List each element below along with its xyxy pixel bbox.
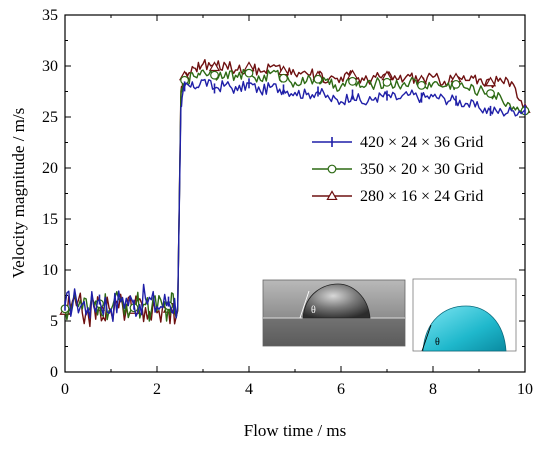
droplet-shape [302, 283, 371, 319]
x-tick-label: 0 [61, 381, 69, 398]
y-axis: 0 5 10 15 20 25 30 35 [42, 7, 525, 381]
sim-contact-angle-tangent [421, 324, 432, 352]
simulated-droplet-shape [422, 305, 507, 352]
series-line [64, 78, 526, 322]
data-point [244, 68, 254, 78]
series-2 [60, 68, 530, 322]
legend-label: 420 × 24 × 36 Grid [360, 134, 483, 151]
data-point [484, 76, 497, 87]
legend-marker [326, 190, 338, 201]
y-tick-label: 0 [50, 364, 58, 381]
data-point [208, 61, 221, 72]
y-tick-label: 30 [42, 58, 58, 75]
series-line [64, 68, 526, 322]
legend-marker [327, 164, 337, 174]
data-point [382, 77, 392, 87]
droplet-photo-inset: θ [262, 279, 406, 347]
y-tick-label: 5 [50, 313, 58, 330]
data-point [313, 74, 323, 84]
x-tick-label: 2 [153, 381, 161, 398]
y-tick-label: 20 [42, 160, 58, 177]
legend: 420 × 24 × 36 Grid 350 × 20 × 30 Grid 280 … [312, 134, 483, 205]
y-axis-title: Velocity magnitude / m/s [9, 108, 28, 278]
y-tick-label: 35 [42, 7, 58, 24]
droplet-simulation-inset: θ [412, 278, 517, 352]
y-tick-label: 10 [42, 262, 58, 279]
data-point [451, 79, 461, 89]
y-tick-label: 15 [42, 211, 58, 228]
contact-angle-tangent [299, 290, 310, 319]
sim-theta-label: θ [435, 337, 440, 348]
legend-label: 350 × 20 × 30 Grid [360, 161, 483, 178]
y-tick-label: 25 [42, 109, 58, 126]
x-tick-label: 10 [517, 381, 533, 398]
x-tick-label: 8 [429, 381, 437, 398]
x-tick-label: 6 [337, 381, 345, 398]
x-tick-label: 4 [245, 381, 253, 398]
photo-theta-label: θ [311, 305, 316, 316]
series-layer [59, 59, 531, 328]
series-1 [64, 78, 526, 322]
data-point [348, 76, 357, 86]
data-point [279, 73, 288, 83]
x-axis: 0 2 4 6 8 10 [61, 15, 533, 398]
legend-label: 280 × 16 × 24 Grid [360, 188, 483, 205]
data-point [210, 70, 219, 80]
data-point [486, 89, 495, 98]
x-axis-title: Flow time / ms [244, 421, 346, 440]
data-point [417, 80, 426, 90]
